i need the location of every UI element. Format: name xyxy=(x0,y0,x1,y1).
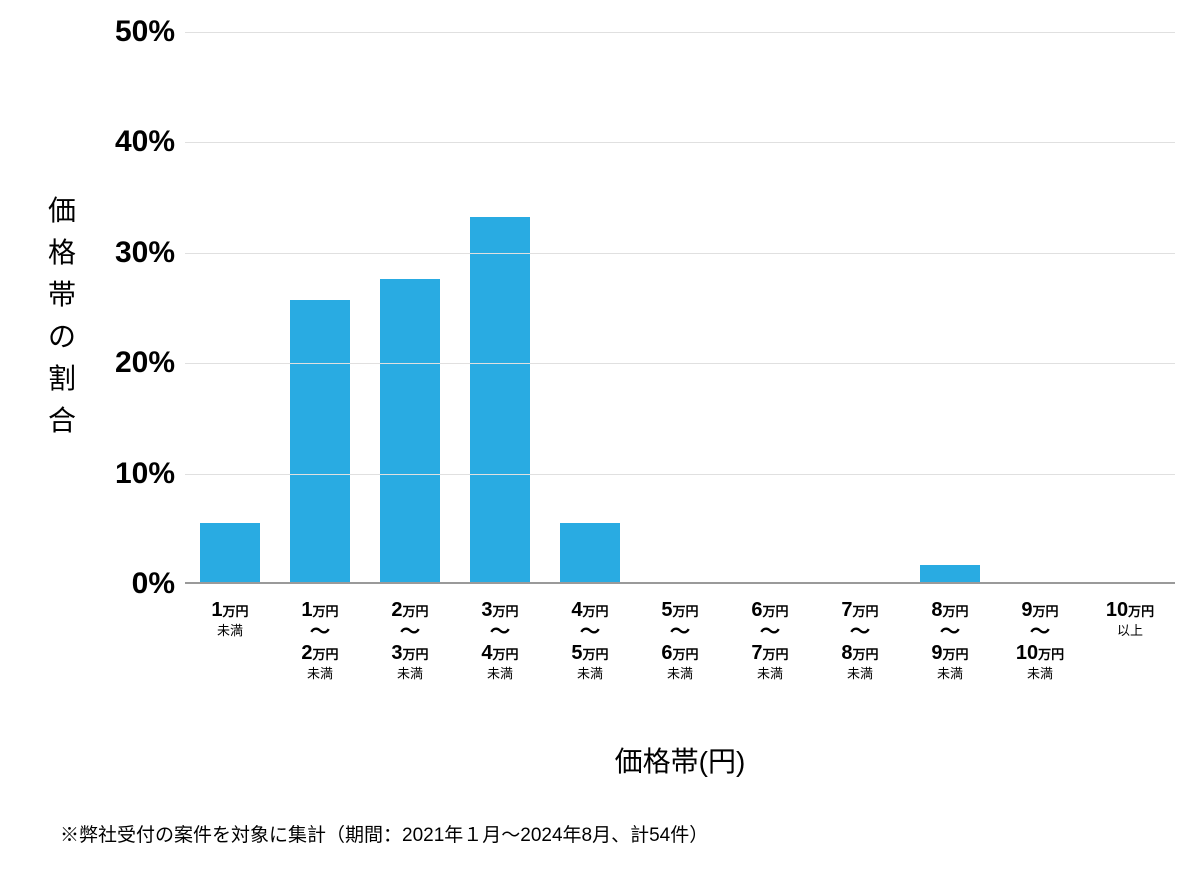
bar xyxy=(560,523,620,584)
bar-slot xyxy=(1085,32,1175,584)
bar xyxy=(380,279,440,584)
y-axis-label: 価格帯の割合 xyxy=(48,190,76,442)
bars-container xyxy=(185,32,1175,584)
bar-slot xyxy=(995,32,1085,584)
x-tick-label: 6万円〜7万円未満 xyxy=(725,592,815,682)
bar-slot xyxy=(725,32,815,584)
x-axis-title: 価格帯(円) xyxy=(185,740,1175,780)
bar-slot xyxy=(815,32,905,584)
bar xyxy=(470,217,530,584)
bar-slot xyxy=(185,32,275,584)
x-axis-labels: 1万円未満1万円〜2万円未満2万円〜3万円未満3万円〜4万円未満4万円〜5万円未… xyxy=(185,592,1175,682)
x-tick-label: 3万円〜4万円未満 xyxy=(455,592,545,682)
x-tick-label: 5万円〜6万円未満 xyxy=(635,592,725,682)
bar-slot xyxy=(635,32,725,584)
bar-slot xyxy=(275,32,365,584)
gridline xyxy=(185,253,1175,254)
x-tick-label: 4万円〜5万円未満 xyxy=(545,592,635,682)
bar xyxy=(290,300,350,584)
bar-slot xyxy=(545,32,635,584)
bar-slot xyxy=(455,32,545,584)
bar xyxy=(200,523,260,584)
x-tick-label: 2万円〜3万円未満 xyxy=(365,592,455,682)
gridline xyxy=(185,142,1175,143)
gridline xyxy=(185,474,1175,475)
y-tick-label: 10% xyxy=(95,457,175,491)
y-tick-label: 50% xyxy=(95,15,175,49)
bar-slot xyxy=(365,32,455,584)
x-tick-label: 1万円〜2万円未満 xyxy=(275,592,365,682)
footnote-text: ※弊社受付の案件を対象に集計（期間：2021年１月〜2024年8月、計54件） xyxy=(60,820,708,847)
x-tick-label: 8万円〜9万円未満 xyxy=(905,592,995,682)
x-axis-baseline xyxy=(185,582,1175,584)
gridline xyxy=(185,363,1175,364)
x-tick-label: 1万円未満 xyxy=(185,592,275,682)
y-tick-label: 20% xyxy=(95,346,175,380)
y-tick-label: 30% xyxy=(95,236,175,270)
x-tick-label: 10万円以上 xyxy=(1085,592,1175,682)
x-tick-label: 7万円〜8万円未満 xyxy=(815,592,905,682)
bar-slot xyxy=(905,32,995,584)
x-tick-label: 9万円〜10万円未満 xyxy=(995,592,1085,682)
gridline xyxy=(185,32,1175,33)
y-tick-label: 0% xyxy=(95,567,175,601)
plot-area: 0%10%20%30%40%50% xyxy=(185,32,1175,584)
y-tick-label: 40% xyxy=(95,125,175,159)
